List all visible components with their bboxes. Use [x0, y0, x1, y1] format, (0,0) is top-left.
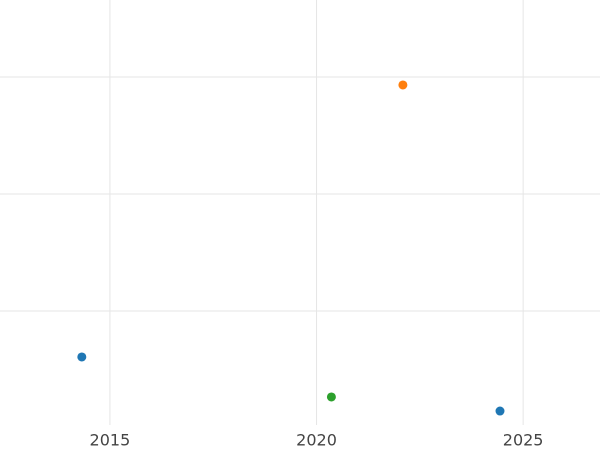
x-tick-label: 2025 [503, 431, 544, 450]
point [326, 392, 336, 402]
point [77, 352, 87, 362]
x-tick-label: 2020 [296, 431, 337, 450]
x-tick-label: 2015 [90, 431, 131, 450]
point [495, 406, 505, 416]
point [398, 80, 408, 90]
